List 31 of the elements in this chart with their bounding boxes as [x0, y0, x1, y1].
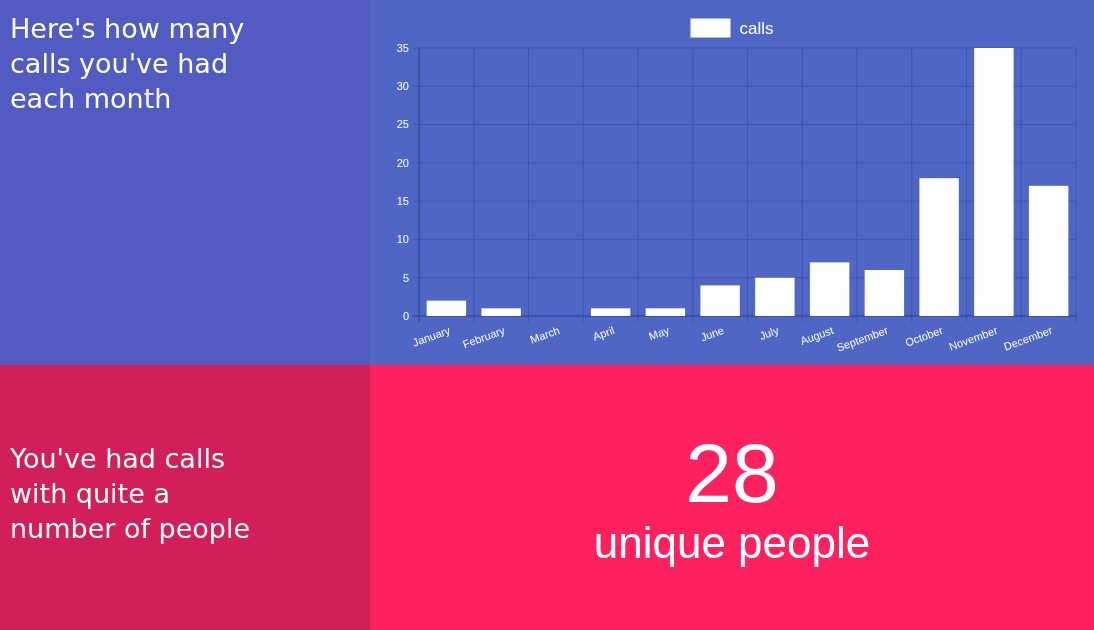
- text: unique people: [593, 518, 871, 567]
- bar: [1028, 185, 1069, 316]
- x-tick-label: May: [647, 323, 672, 343]
- bar: [700, 285, 740, 316]
- y-tick-label: 5: [402, 271, 409, 284]
- x-tick-label: July: [757, 323, 781, 342]
- y-tick-label: 15: [396, 194, 409, 207]
- bar: [645, 308, 686, 316]
- bar: [809, 262, 850, 316]
- text: 28: [685, 426, 779, 520]
- x-tick-label: March: [528, 323, 562, 346]
- bar: [426, 300, 467, 316]
- bar: [755, 277, 795, 316]
- x-tick-label: June: [698, 323, 726, 344]
- text: Here's how many calls you've had each month: [10, 13, 245, 114]
- x-tick-label: October: [903, 323, 945, 349]
- x-tick-label: April: [591, 323, 616, 343]
- bar: [974, 48, 1014, 316]
- bar: [590, 308, 631, 316]
- y-tick-label: 25: [396, 118, 409, 131]
- y-tick-label: 10: [396, 233, 409, 246]
- legend-label: calls: [739, 18, 774, 38]
- bar: [864, 270, 905, 316]
- bar: [481, 308, 521, 316]
- y-tick-label: 0: [402, 309, 409, 322]
- y-tick-label: 35: [396, 41, 409, 54]
- text: You've had calls with quite a number of people: [9, 443, 251, 544]
- x-tick-label: August: [798, 323, 835, 347]
- y-tick-label: 30: [396, 80, 409, 93]
- bar: [919, 178, 959, 316]
- y-tick-label: 20: [396, 156, 409, 169]
